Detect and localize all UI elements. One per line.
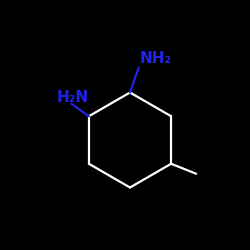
Text: NH₂: NH₂ bbox=[140, 51, 172, 66]
Text: H₂N: H₂N bbox=[56, 90, 88, 105]
